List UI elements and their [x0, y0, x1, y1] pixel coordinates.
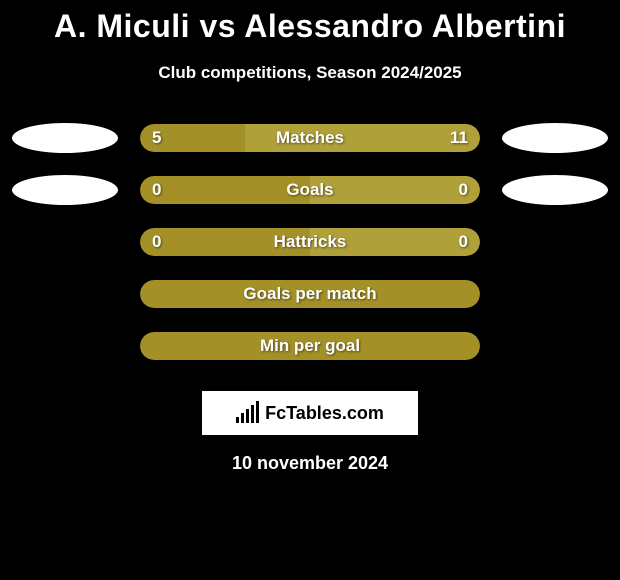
spacer — [502, 227, 608, 257]
stat-value-left: 0 — [152, 232, 161, 252]
stat-bar: Goals per match — [140, 280, 480, 308]
player-left-indicator — [12, 175, 118, 205]
stat-value-left: 0 — [152, 180, 161, 200]
chart-icon — [236, 403, 259, 423]
stat-bar: 5 11 Matches — [140, 124, 480, 152]
stat-label: Goals per match — [243, 284, 376, 304]
stat-bar: 0 0 Goals — [140, 176, 480, 204]
spacer — [502, 331, 608, 361]
comparison-card: A. Miculi vs Alessandro Albertini Club c… — [0, 0, 620, 474]
stat-label: Hattricks — [274, 232, 347, 252]
spacer — [12, 227, 118, 257]
stat-value-left: 5 — [152, 128, 161, 148]
stat-value-right: 11 — [450, 128, 468, 148]
bar-fill-left — [140, 176, 310, 204]
stat-row: 0 0 Hattricks — [0, 227, 620, 257]
bar-fill-right — [310, 176, 480, 204]
stat-row: Min per goal — [0, 331, 620, 361]
spacer — [502, 279, 608, 309]
player-right-indicator — [502, 175, 608, 205]
subtitle: Club competitions, Season 2024/2025 — [0, 63, 620, 83]
spacer — [12, 279, 118, 309]
stat-label: Min per goal — [260, 336, 360, 356]
stat-label: Goals — [286, 180, 333, 200]
stat-value-right: 0 — [459, 180, 468, 200]
logo-box: FcTables.com — [202, 391, 418, 435]
player-right-indicator — [502, 123, 608, 153]
stat-bar: 0 0 Hattricks — [140, 228, 480, 256]
stat-row: 0 0 Goals — [0, 175, 620, 205]
date-label: 10 november 2024 — [0, 453, 620, 474]
stat-row: Goals per match — [0, 279, 620, 309]
page-title: A. Miculi vs Alessandro Albertini — [0, 8, 620, 45]
stat-label: Matches — [276, 128, 344, 148]
spacer — [12, 331, 118, 361]
logo-text: FcTables.com — [265, 403, 384, 424]
player-left-indicator — [12, 123, 118, 153]
stat-value-right: 0 — [459, 232, 468, 252]
stats-list: 5 11 Matches 0 0 Goals 0 0 Hattricks Goals per ma… — [0, 123, 620, 361]
stat-row: 5 11 Matches — [0, 123, 620, 153]
stat-bar: Min per goal — [140, 332, 480, 360]
